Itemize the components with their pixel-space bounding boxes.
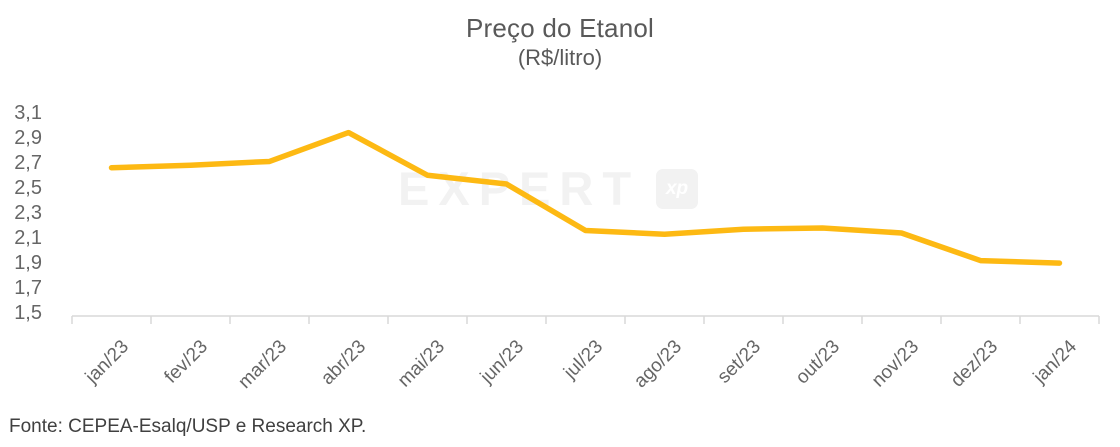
price-line: [108, 129, 1063, 266]
xp-logo-icon: xp: [656, 168, 699, 209]
chart-subtitle: (R$/litro): [517, 45, 603, 70]
y-axis-label: 1,7: [14, 277, 42, 300]
y-axis-label: 2,1: [14, 227, 42, 249]
source-note: Fonte: CEPEA-Esalq/USP e Research XP.: [9, 416, 367, 437]
y-axis-label: 1,9: [14, 252, 42, 275]
y-axis-label: 2,5: [14, 176, 42, 199]
y-axis-label: 2,7: [14, 151, 42, 174]
y-axis-label: 2,3: [14, 201, 42, 224]
y-axis-label: 3,1: [14, 101, 42, 124]
x-axis-ticks: [71, 316, 1100, 324]
watermark: EXPERT xp: [398, 165, 699, 212]
chart-title: Preço do Etanol: [465, 13, 654, 43]
y-axis-label: 1,5: [14, 302, 42, 325]
y-axis-label: 2,9: [14, 126, 42, 149]
